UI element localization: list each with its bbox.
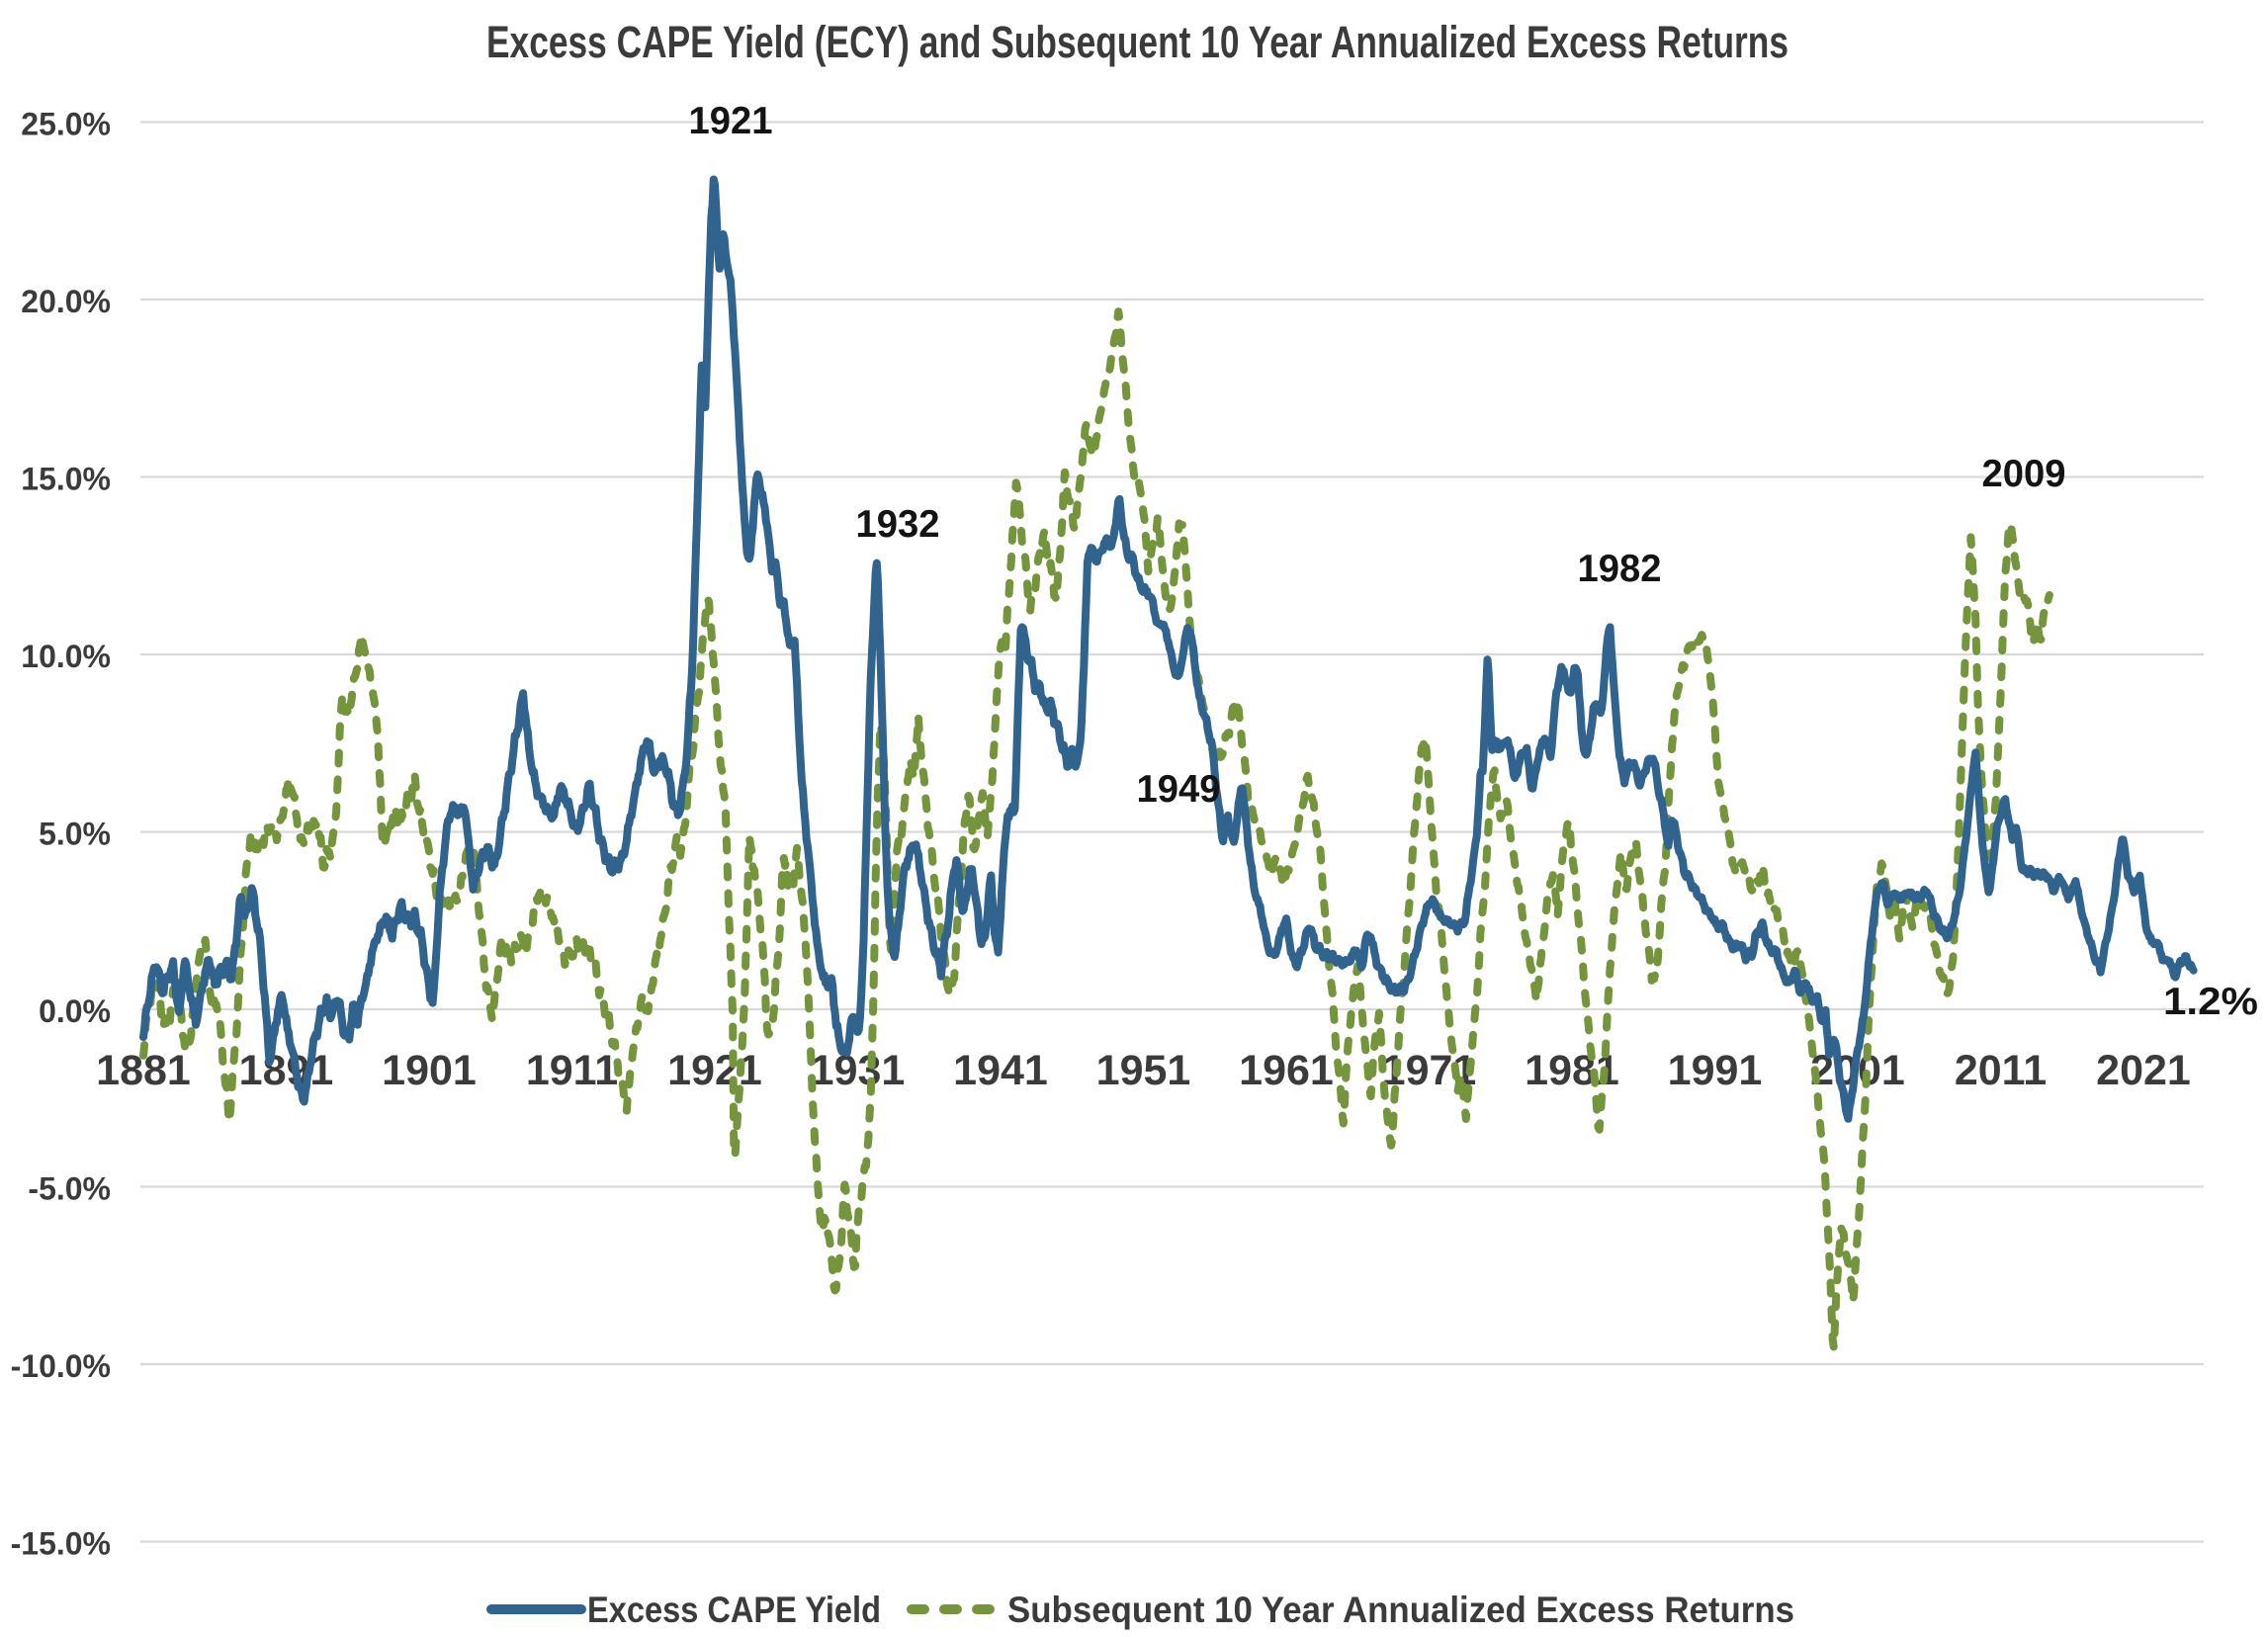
svg-text:1921: 1921 bbox=[667, 1047, 762, 1094]
svg-text:1951: 1951 bbox=[1096, 1047, 1191, 1094]
svg-text:1961: 1961 bbox=[1239, 1047, 1334, 1094]
svg-text:2011: 2011 bbox=[1955, 1047, 2047, 1094]
svg-text:1.2%: 1.2% bbox=[2163, 981, 2258, 1023]
svg-text:1941: 1941 bbox=[953, 1047, 1048, 1094]
svg-text:1891: 1891 bbox=[239, 1047, 334, 1094]
svg-text:1932: 1932 bbox=[856, 503, 940, 546]
svg-text:-10.0%: -10.0% bbox=[11, 1348, 111, 1384]
svg-text:1911: 1911 bbox=[526, 1047, 618, 1094]
svg-text:1991: 1991 bbox=[1668, 1047, 1763, 1094]
svg-text:Excess CAPE Yield: Excess CAPE Yield bbox=[587, 1590, 881, 1630]
svg-text:5.0%: 5.0% bbox=[39, 817, 111, 852]
svg-text:1921: 1921 bbox=[689, 100, 773, 142]
svg-text:1901: 1901 bbox=[382, 1047, 477, 1094]
svg-text:Subsequent 10 Year Annualized: Subsequent 10 Year Annualized Excess Ret… bbox=[1007, 1590, 1794, 1630]
svg-text:20.0%: 20.0% bbox=[21, 284, 111, 319]
svg-text:10.0%: 10.0% bbox=[21, 639, 111, 674]
svg-text:-5.0%: -5.0% bbox=[28, 1171, 111, 1207]
svg-text:1982: 1982 bbox=[1578, 548, 1662, 590]
svg-text:0.0%: 0.0% bbox=[39, 993, 111, 1029]
svg-text:1949: 1949 bbox=[1137, 768, 1221, 811]
svg-text:2021: 2021 bbox=[2096, 1047, 2191, 1094]
svg-text:-15.0%: -15.0% bbox=[11, 1526, 111, 1562]
svg-text:Excess CAPE Yield (ECY) and Su: Excess CAPE Yield (ECY) and Subsequent 1… bbox=[486, 17, 1788, 67]
svg-text:15.0%: 15.0% bbox=[21, 462, 111, 497]
svg-text:25.0%: 25.0% bbox=[21, 107, 111, 142]
svg-text:1931: 1931 bbox=[811, 1047, 906, 1094]
svg-text:2009: 2009 bbox=[1982, 453, 2066, 495]
